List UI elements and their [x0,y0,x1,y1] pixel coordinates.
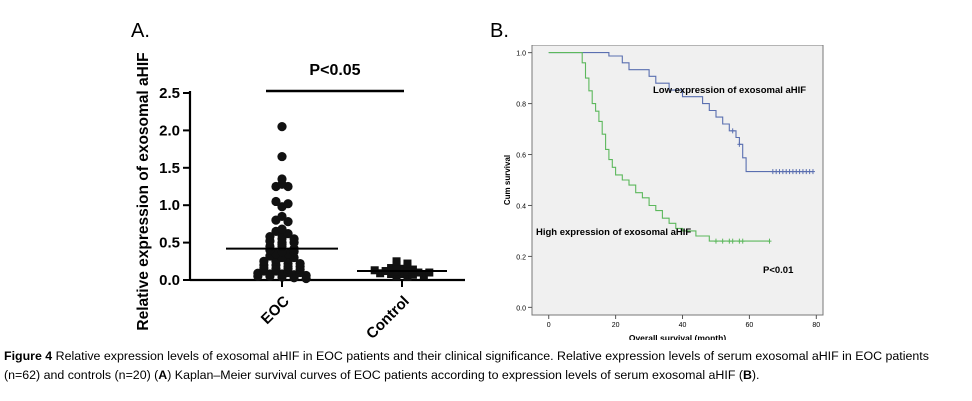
control-point [425,268,434,277]
x-tick-label: 40 [679,322,687,329]
x-tick-label: 80 [812,322,820,329]
x-tick-label: 20 [612,322,620,329]
caption-text-1: Relative expression levels of exosomal a… [4,349,929,382]
eoc-point [283,199,293,209]
eoc-point [295,258,305,269]
category-label: EOC [258,293,293,328]
eoc-point [259,256,269,266]
y-axis-title: Relative expression of exosomal aHIF [135,52,152,330]
caption-text-3: ). [751,368,760,382]
control-point [408,270,417,279]
y-tick-label: 0.6 [516,153,526,160]
panel-b-label: B. [490,20,509,42]
x-axis-title: Overall survival (month) [629,333,726,340]
control-point [398,270,406,279]
control-point [398,264,406,273]
control-point [376,269,385,278]
y-tick-label: 0.2 [516,254,526,261]
figure-label: Figure 4 [4,349,53,363]
eoc-point [277,174,287,184]
eoc-point [289,234,299,244]
y-axis-title: Cum survival [503,155,512,205]
figure-caption: Figure 4 Relative expression levels of e… [4,347,966,385]
control-point [414,268,423,277]
eoc-point [277,224,287,234]
y-tick-label: 1.0 [159,197,180,214]
eoc-point [277,122,287,132]
survival-chart: 0.0 0.2 0.4 0.6 0.8 1.0 0 20 40 60 80 Cum survival O… [503,45,824,340]
caption-ref-b: B [742,368,752,382]
y-tick-label: 0.0 [159,272,180,289]
y-tick-label: 2.5 [159,85,180,102]
control-point [392,272,401,281]
control-point [387,270,396,279]
category-label: Control [363,293,413,340]
y-tick-label: 0.0 [516,305,526,312]
eoc-point [283,217,293,227]
x-tick-label: 0 [547,322,551,329]
y-tick-label: 0.8 [516,102,526,109]
low-expression-curve [548,52,813,173]
x-tick-label: 60 [746,322,754,329]
legend-high-expression: High expression of exosomal aHIF [536,227,691,238]
panel-a-label: A. [131,20,150,42]
dot-plot-chart: 0.0 0.5 1.0 1.5 2.0 2.5 Relative expression of… [135,52,465,340]
control-point [408,265,417,274]
control-point [419,271,428,280]
eoc-point [277,151,287,162]
y-tick-label: 0.4 [516,203,526,210]
y-tick-label: 0.5 [159,235,180,252]
high-expression-curve [548,52,770,242]
eoc-point [271,196,281,207]
significance-label: P<0.01 [763,265,794,276]
significance-label: P<0.05 [309,62,360,79]
legend-low-expression: Low expression of exosomal aHIF [653,85,806,96]
y-tick-label: 1.0 [516,51,526,58]
control-point [387,264,396,273]
control-point [392,257,401,266]
y-tick-label: 2.0 [159,122,180,139]
eoc-point [277,211,287,222]
eoc-point [265,232,275,242]
caption-text-2: ) Kaplan–Meier survival curves of EOC pa… [167,368,743,382]
caption-ref-a: A [158,368,168,382]
control-point [403,259,412,268]
y-tick-label: 1.5 [159,160,180,177]
control-point [403,273,412,282]
